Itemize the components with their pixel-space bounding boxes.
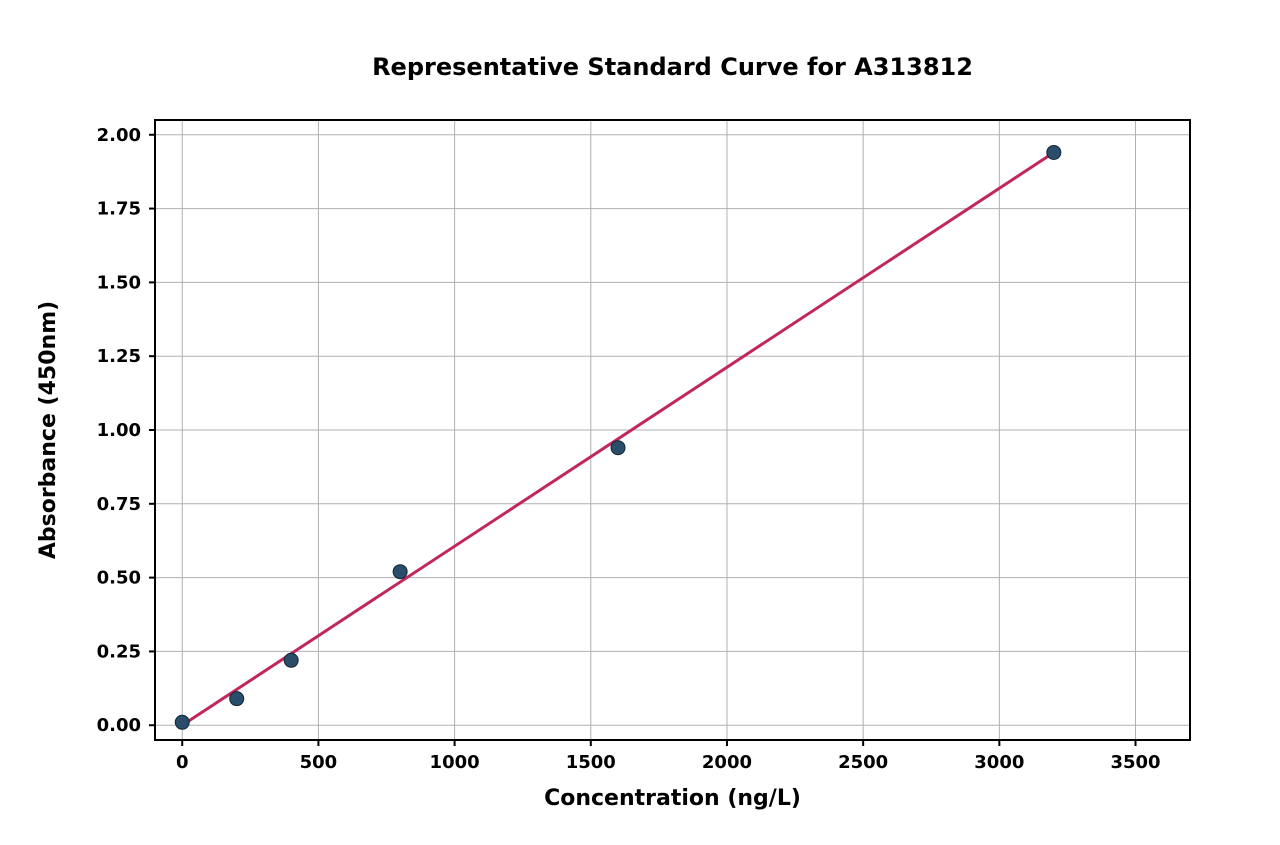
y-tick-label: 0.75 bbox=[97, 494, 141, 515]
x-tick-label: 2000 bbox=[702, 752, 752, 773]
data-point bbox=[175, 715, 189, 729]
data-point bbox=[1047, 145, 1061, 159]
y-tick-label: 1.75 bbox=[97, 199, 141, 220]
chart-title: Representative Standard Curve for A31381… bbox=[372, 53, 973, 81]
x-tick-label: 2500 bbox=[838, 752, 888, 773]
y-tick-label: 2.00 bbox=[97, 125, 141, 146]
y-axis-label: Absorbance (450nm) bbox=[36, 301, 61, 559]
x-tick-label: 0 bbox=[176, 752, 189, 773]
data-point bbox=[230, 692, 244, 706]
chart-svg: 0 500 1000 1500 2000 2500 3000 3500 0.00 0.25 0.50… bbox=[0, 0, 1280, 845]
data-point bbox=[393, 565, 407, 579]
x-axis-label: Concentration (ng/L) bbox=[544, 786, 801, 811]
y-tick-label: 1.25 bbox=[97, 346, 141, 367]
y-tick-label: 0.50 bbox=[97, 568, 141, 589]
y-tick-label: 1.00 bbox=[97, 420, 141, 441]
x-tick-label: 1500 bbox=[566, 752, 616, 773]
data-point bbox=[611, 441, 625, 455]
chart-container: 0 500 1000 1500 2000 2500 3000 3500 0.00 0.25 0.50… bbox=[0, 0, 1280, 845]
x-tick-label: 3500 bbox=[1110, 752, 1160, 773]
data-point bbox=[284, 653, 298, 667]
y-tick-label: 0.00 bbox=[97, 715, 141, 736]
y-tick-label: 0.25 bbox=[97, 641, 141, 662]
x-tick-label: 500 bbox=[300, 752, 338, 773]
x-tick-label: 1000 bbox=[430, 752, 480, 773]
x-tick-label: 3000 bbox=[974, 752, 1024, 773]
y-tick-label: 1.50 bbox=[97, 272, 141, 293]
